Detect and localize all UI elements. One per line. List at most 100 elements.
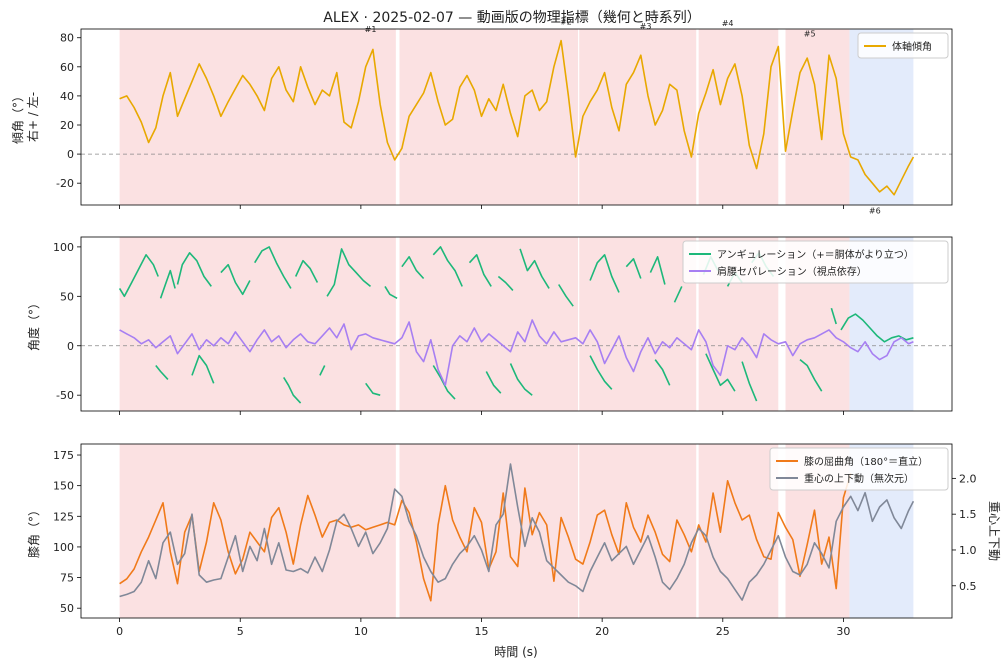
series-line-1-seg-28 [365,382,381,396]
turn-marker-label: #5 [804,29,816,38]
turn-region-3 [579,444,697,618]
series-line-2 [119,463,915,601]
y-tick-label: 0 [67,340,74,353]
x-tick-label: 10 [354,625,368,638]
series-line-1-seg-24 [155,365,169,380]
y-right-axis-label: 重心上下動 [987,501,1001,561]
series-line-1-seg-3 [176,252,212,287]
chart-panel-1: 80 60 40 20 0 -20 傾角（°） 右+ / 左- #1 #2 #3 #4 #5 #6 体軸傾角 [11,18,953,216]
series-line-1-seg-26 [283,376,302,404]
series-group [119,463,915,602]
x-tick-label: 20 [595,625,609,638]
series-line-2 [119,319,914,387]
legend-box [682,240,949,284]
series-line-1-seg-32 [589,355,613,390]
x-axis-label: 時間 (s) [494,645,537,659]
series-line-1-seg-18 [673,286,683,303]
turn-marker-label: #2 [560,18,572,27]
series-line-1-seg-2 [159,269,176,299]
series-line-1-seg-6 [294,259,319,283]
x-tick-label: 15 [475,625,489,638]
series-line-1-seg-22 [830,307,837,325]
y-tick-label: 20 [60,119,74,132]
turn-marker-label: #1 [365,25,377,34]
legend-entry: アンギュレーション（+＝胴体がより立つ） [717,248,914,261]
legend: 膝の屈曲角（180°＝直立） 重心の上下動（無次元） [769,447,949,491]
turn-region-1 [119,444,396,618]
series-line-1 [119,39,915,196]
turn-marker-label: #4 [722,19,734,28]
series-line-1-seg-11 [468,254,492,287]
series-line-1-seg-9 [401,255,425,280]
y-tick-label: 60 [60,61,74,74]
turn-marker-label: #3 [640,22,652,31]
series-group [119,39,915,196]
y-right-tick-label: 1.5 [959,508,977,521]
series-line-1-seg-30 [485,371,502,394]
chart-panel-3: 175 150 125 100 75 50 0 5 10 15 20 25 30 膝角（°） 2.0 1.5 1… [27,443,1001,638]
legend-entry: 肩腰セパレーション（視点依存） [717,265,867,278]
y-tick-label: 0 [67,148,74,161]
turn-region-5 [785,29,850,205]
series-line-1-seg-25 [191,354,215,384]
series-line-1-seg-8 [384,285,398,300]
turn-region-1 [119,29,396,205]
y-tick-label: 125 [53,510,74,523]
y-tick-label: 40 [60,90,74,103]
legend-entry: 重心の上下動（無次元） [804,472,914,485]
series-line-1-seg-5 [254,246,292,289]
series-line-1-seg-12 [497,275,514,291]
y-axis-label: 傾角（°） [11,90,25,144]
series-line-1-seg-16 [625,257,642,279]
turn-region-2 [399,237,579,411]
y-tick-label: 80 [60,32,74,45]
turn-region-2 [399,444,579,618]
y-tick-label: 75 [60,572,74,585]
series-line-1-seg-33 [654,359,671,386]
plot-frame [80,28,953,206]
series-line-1-seg-10 [432,246,463,287]
series-group [118,246,914,404]
x-tick-label: 0 [116,625,123,638]
y-tick-label: -20 [56,177,74,190]
series-line-1-seg-13 [519,248,550,289]
y-tick-label: 50 [60,602,74,615]
series-line-1-seg-34 [705,353,736,392]
x-tick-label: 30 [836,625,850,638]
x-tick-label: 25 [716,625,730,638]
series-line-1-seg-31 [509,363,533,396]
y-right-tick-label: 1.0 [959,544,977,557]
turn-marker-label: #6 [869,207,881,216]
turn-region-1 [119,237,396,411]
legend-entry: 体軸傾角 [892,40,932,53]
figure-title: ALEX · 2025-02-07 — 動画版の物理指標（幾何と時系列） [323,10,700,26]
series-line-1-seg-7 [326,248,372,297]
series-line-1-seg-15 [589,254,620,293]
y-tick-label: 150 [53,480,74,493]
y-tick-label: 175 [53,449,74,462]
plot-frame [80,236,953,412]
y-right-tick-label: 0.5 [959,580,977,593]
y-axis-label: 角度（°） [26,297,41,351]
y-tick-label: 100 [53,541,74,554]
legend: アンギュレーション（+＝胴体がより立つ） 肩腰セパレーション（視点依存） [682,240,949,284]
y-tick-label: 50 [60,290,74,303]
y-axis-label: 右+ / 左- [25,92,40,142]
series-line-1-seg-17 [649,255,666,285]
series-line-1-seg-1 [118,254,159,298]
series-line-1-seg-36 [799,358,823,392]
turn-region-2 [399,29,579,205]
legend-box [857,32,949,59]
series-line-1-seg-27 [319,365,326,376]
turn-region-4 [698,444,779,618]
legend-box [769,447,949,491]
turn-region-3 [579,29,697,205]
chart-panel-2: 100 50 0 -50 角度（°） アンギュレーション（+＝胴体がより立つ） 肩腰セパレー… [26,236,953,415]
x-tick-label: 5 [237,625,244,638]
series-line-1-seg-14 [558,284,574,307]
series-line-1-seg-4 [220,263,251,296]
y-tick-label: 100 [53,241,74,254]
legend-entry: 膝の屈曲角（180°＝直立） [804,455,928,468]
